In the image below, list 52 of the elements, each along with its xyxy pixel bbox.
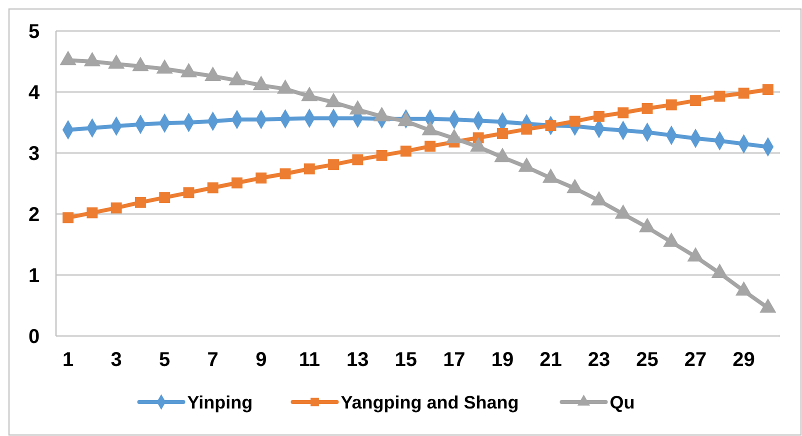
x-tick-label: 23	[588, 349, 610, 371]
x-tick-label: 7	[207, 349, 218, 371]
legend-label: Yangping and Shang	[340, 392, 519, 412]
point	[134, 196, 146, 208]
point	[690, 95, 702, 106]
y-tick-label: 2	[28, 204, 40, 226]
point	[159, 192, 170, 204]
point	[521, 124, 532, 135]
x-tick-label: 27	[684, 349, 707, 371]
y-tick-label: 5	[28, 21, 40, 43]
point	[183, 187, 194, 198]
point	[496, 128, 508, 139]
point	[328, 159, 340, 170]
x-tick-label: 19	[491, 349, 514, 371]
x-tick-label: 1	[62, 349, 74, 371]
x-tick-label: 11	[298, 349, 320, 371]
point	[569, 116, 580, 127]
x-tick-label: 29	[732, 349, 755, 371]
point	[545, 120, 556, 132]
point	[594, 110, 604, 122]
x-tick-label: 21	[540, 349, 562, 371]
y-tick-label: 4	[28, 82, 40, 104]
x-tick-label: 17	[443, 349, 466, 371]
x-tick-label: 9	[256, 349, 267, 371]
point	[642, 102, 653, 114]
legend-label: Yinping	[187, 392, 253, 412]
point	[424, 140, 436, 152]
point	[62, 212, 74, 224]
x-tick-label: 5	[159, 349, 170, 371]
point	[738, 88, 750, 99]
point	[256, 172, 267, 184]
x-tick-label: 15	[394, 349, 418, 371]
x-tick-label: 3	[110, 349, 122, 371]
point	[376, 150, 388, 161]
point	[207, 182, 218, 194]
point	[86, 207, 98, 218]
point	[714, 90, 726, 102]
point	[232, 177, 242, 188]
point	[618, 107, 629, 118]
x-tick-label: 13	[346, 349, 369, 371]
legend-label: Qu	[610, 392, 635, 412]
point	[352, 154, 364, 166]
point	[304, 163, 315, 174]
y-tick-label: 0	[28, 326, 40, 348]
y-tick-label: 1	[28, 265, 40, 287]
point	[110, 202, 122, 214]
point	[280, 168, 291, 180]
point	[400, 146, 412, 157]
x-tick-label: 25	[636, 349, 658, 371]
y-tick-label: 3	[28, 143, 40, 165]
point	[762, 84, 774, 96]
point	[666, 99, 677, 110]
